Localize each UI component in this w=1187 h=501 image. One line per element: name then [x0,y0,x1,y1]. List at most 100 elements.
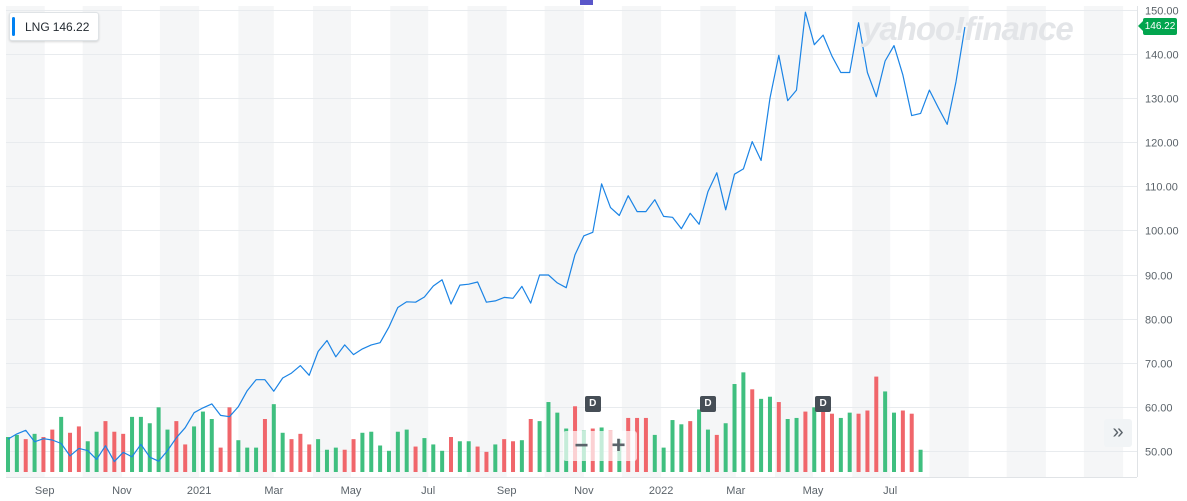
volume-bar [271,404,276,472]
volume-bar [892,412,896,472]
volume-bar [386,450,391,472]
x-tick-label: Sep [497,485,517,497]
price-line-group [7,11,966,463]
volume-bar [307,444,312,472]
volume-bar [555,412,560,472]
volume-bar [466,441,471,472]
month-band [159,6,200,477]
volume-bar [112,431,117,472]
x-tick-label: Mar [726,485,745,497]
volume-bar [369,431,374,472]
x-tick-label: May [803,485,824,497]
background-bands [6,6,1124,477]
volume-bar [705,429,710,472]
volume-bar [714,434,719,472]
volume-bar [94,431,99,472]
volume-bar [874,376,879,472]
volume-bar [759,398,764,472]
volume-bar [838,417,843,472]
volume-bar [85,441,90,472]
volume-bar [298,433,303,472]
volume-bar [218,447,223,472]
volume-bar [351,439,356,472]
volume-bar [776,402,781,472]
x-tick-label: Sep [35,485,55,497]
volume-bar [342,449,347,472]
dividend-marker[interactable]: D [815,396,832,412]
y-tick-label: 130.00 [1145,94,1179,106]
y-tick-label: 50.00 [1145,447,1173,459]
volume-bar [635,417,640,472]
yahoo-finance-watermark: yahoo!finance [862,10,1074,47]
volume-bar [236,440,241,472]
volume-bar [192,426,197,472]
volume-bar [493,444,498,472]
month-band [775,6,813,477]
volume-bar [32,433,37,472]
volume-bar [732,384,737,472]
volume-bar [475,446,480,472]
x-tick-label: Nov [112,485,132,497]
volume-bar [502,439,507,472]
volume-bar [156,407,161,472]
volume-bar [360,432,365,472]
volume-bar [679,424,684,472]
volume-bar [23,439,28,472]
gridlines [6,6,1138,478]
x-axis-labels: Sep Nov 2021 Mar May Jul Sep Nov 2022 Mar May Jul [35,485,897,497]
volume-bar [324,449,329,472]
volume-bar [918,449,923,472]
volume-bar [821,398,826,472]
volume-bar [909,413,914,472]
x-tick-label: Nov [574,485,594,497]
scroll-forward-button[interactable]: » [1104,419,1132,447]
volume-bar [174,421,179,472]
month-band [467,6,507,477]
x-tick-label: Mar [264,485,283,497]
volume-bar [723,423,728,472]
x-tick-label: May [341,485,362,497]
volume-bar [688,421,693,472]
volume-bar [883,391,888,472]
volume-bar [847,412,852,472]
volume-bar [333,447,338,472]
y-tick-label: 80.00 [1145,315,1173,327]
volume-bar [750,389,755,472]
volume-bar [422,438,427,472]
volume-bar [803,411,808,472]
comparison-marker[interactable] [580,0,593,5]
month-band [1006,6,1046,477]
volume-bar [6,437,10,472]
zoom-in-button[interactable]: + [611,432,626,459]
volume-bar [378,445,383,472]
volume-bar [50,429,55,472]
volume-bar [227,407,232,472]
volume-bar [457,441,462,472]
y-tick-label: 70.00 [1145,359,1173,371]
volume-bar [661,447,666,472]
volume-bar [413,446,418,472]
volume-bar [643,417,648,472]
dividend-marker[interactable]: D [584,396,601,412]
price-line [7,11,966,463]
dividend-marker[interactable]: D [699,396,716,412]
x-tick-label: 2022 [649,485,673,497]
volume-bar [900,410,905,472]
month-band [1083,6,1124,477]
month-band [238,6,274,477]
zoom-out-button[interactable]: − [574,432,589,459]
volume-bar [741,372,746,472]
volume-bar [262,419,267,472]
volume-bar [484,451,489,472]
volume-bar [785,419,790,472]
y-tick-label: 120.00 [1145,138,1179,150]
month-band [621,6,662,477]
volume-bar [670,420,675,472]
volume-bar [528,419,533,472]
month-band [929,6,969,477]
month-band [6,6,45,477]
zoom-controls: − + [563,431,637,461]
ticker-legend[interactable]: LNG 146.22 [9,12,100,41]
